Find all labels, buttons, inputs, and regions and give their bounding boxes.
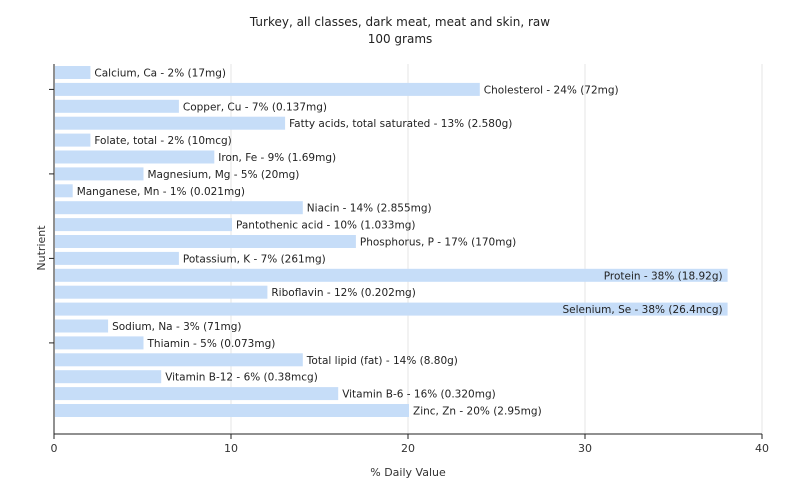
bar-label: Cholesterol - 24% (72mg) bbox=[484, 84, 619, 96]
y-axis-label: Nutrient bbox=[35, 225, 48, 271]
bars bbox=[55, 66, 728, 417]
bar-label: Iron, Fe - 9% (1.69mg) bbox=[218, 152, 336, 164]
bar bbox=[55, 404, 409, 417]
bar-label: Calcium, Ca - 2% (17mg) bbox=[94, 68, 226, 80]
bar bbox=[55, 319, 109, 333]
bar bbox=[55, 370, 162, 384]
bar-label: Sodium, Na - 3% (71mg) bbox=[112, 321, 241, 333]
bar bbox=[55, 201, 303, 215]
bar bbox=[55, 150, 215, 164]
bar-labels: Calcium, Ca - 2% (17mg) Cholesterol - 24%… bbox=[77, 68, 723, 418]
chart-subtitle: 100 grams bbox=[367, 32, 433, 46]
x-tick-label: 30 bbox=[578, 442, 592, 455]
bar bbox=[55, 167, 144, 181]
bar-label: Manganese, Mn - 1% (0.021mg) bbox=[77, 186, 245, 198]
bar-label: Riboflavin - 12% (0.202mg) bbox=[271, 287, 415, 299]
bar bbox=[55, 268, 728, 282]
bar-label: Phosphorus, P - 17% (170mg) bbox=[360, 237, 516, 249]
bar bbox=[55, 336, 144, 350]
bar bbox=[55, 218, 232, 232]
x-tick-label: 0 bbox=[51, 442, 58, 455]
bar-label: Fatty acids, total saturated - 13% (2.58… bbox=[289, 118, 512, 130]
bar bbox=[55, 387, 339, 401]
bar-label: Vitamin B-6 - 16% (0.320mg) bbox=[342, 389, 496, 401]
bar bbox=[55, 116, 286, 130]
bar-label: Magnesium, Mg - 5% (20mg) bbox=[148, 169, 300, 181]
x-axis-label: % Daily Value bbox=[370, 466, 446, 479]
bar-label: Pantothenic acid - 10% (1.033mg) bbox=[236, 220, 415, 232]
x-tick-label: 40 bbox=[755, 442, 769, 455]
bar-label: Vitamin B-12 - 6% (0.38mcg) bbox=[165, 372, 318, 384]
bar-label: Thiamin - 5% (0.073mg) bbox=[147, 338, 276, 350]
bar-label: Folate, total - 2% (10mcg) bbox=[94, 135, 231, 147]
axes: 0 10 20 30 40 bbox=[49, 64, 769, 455]
bar-label: Niacin - 14% (2.855mg) bbox=[307, 203, 432, 215]
bar bbox=[55, 99, 179, 113]
bar-label: Zinc, Zn - 20% (2.95mg) bbox=[413, 406, 542, 418]
x-tick-label: 10 bbox=[224, 442, 238, 455]
bar bbox=[55, 133, 91, 147]
chart-title: Turkey, all classes, dark meat, meat and… bbox=[249, 15, 551, 29]
bar bbox=[55, 82, 480, 96]
bar bbox=[55, 184, 73, 198]
bar-label: Protein - 38% (18.92g) bbox=[604, 270, 723, 282]
x-tick-label: 20 bbox=[401, 442, 415, 455]
bar bbox=[55, 302, 728, 316]
bar-label: Selenium, Se - 38% (26.4mcg) bbox=[562, 304, 722, 316]
bar-label: Copper, Cu - 7% (0.137mg) bbox=[183, 101, 327, 113]
bar bbox=[55, 66, 91, 79]
bar bbox=[55, 251, 179, 265]
bar bbox=[55, 235, 356, 248]
bar bbox=[55, 285, 268, 299]
bar-label: Total lipid (fat) - 14% (8.80g) bbox=[306, 355, 458, 367]
bar-label: Potassium, K - 7% (261mg) bbox=[183, 253, 326, 265]
bar bbox=[55, 353, 303, 367]
